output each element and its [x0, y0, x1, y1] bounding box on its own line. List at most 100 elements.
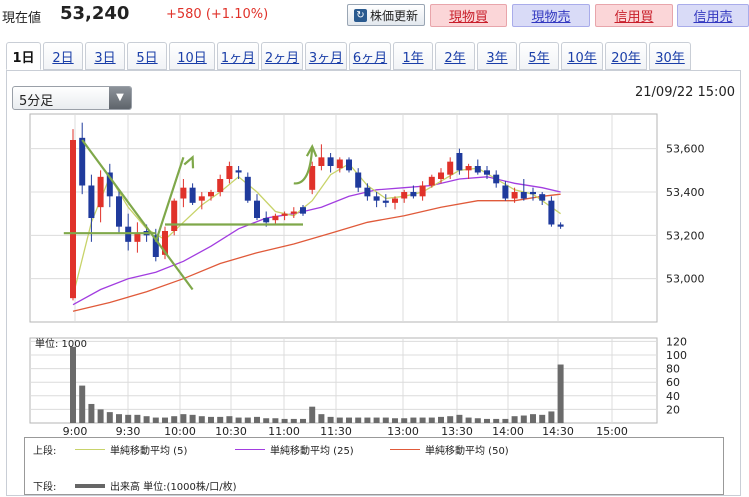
- volume-tick-label: 80: [666, 363, 680, 376]
- candle-body: [474, 166, 481, 173]
- tab-12[interactable]: 3年: [477, 42, 517, 70]
- tab-14[interactable]: 10年: [561, 42, 603, 70]
- volume-tick-label: 40: [666, 390, 680, 403]
- legend-volume-swatch: [75, 483, 105, 488]
- price-plot-frame: [29, 113, 658, 323]
- current-price-label: 現在値: [2, 11, 42, 26]
- margin-sell-button[interactable]: 信用売: [677, 4, 749, 27]
- volume-bar: [530, 414, 536, 423]
- volume-bar: [134, 414, 141, 423]
- legend-ma25-swatch: [235, 449, 265, 450]
- interval-select[interactable]: 5分足 ▼: [12, 86, 132, 110]
- dropdown-arrow-icon: ▼: [109, 87, 131, 109]
- candle-body: [162, 231, 168, 255]
- y-tick-label: 53,200: [666, 229, 705, 242]
- tab-11[interactable]: 2年: [435, 42, 475, 70]
- volume-bar: [254, 416, 260, 423]
- candle-body: [438, 172, 444, 179]
- x-tick-label: 10:30: [215, 425, 247, 438]
- candle-body: [336, 159, 343, 169]
- volume-bar: [208, 416, 214, 423]
- x-tick-label: 11:30: [320, 425, 352, 438]
- price-change: +580 (+1.10%): [166, 7, 269, 22]
- volume-tick-label: 60: [666, 376, 680, 389]
- volume-bar: [511, 416, 518, 423]
- volume-bar: [318, 414, 325, 423]
- candle-body: [198, 196, 205, 201]
- volume-bar: [116, 414, 122, 423]
- x-tick-label: 11:00: [268, 425, 300, 438]
- ma50-line: [72, 193, 561, 312]
- tab-15[interactable]: 20年: [605, 42, 647, 70]
- candle-body: [530, 192, 536, 195]
- volume-bar: [520, 415, 527, 423]
- candle-body: [373, 196, 380, 201]
- volume-bar: [456, 414, 463, 423]
- tab-8[interactable]: 3ヶ月: [305, 42, 347, 70]
- volume-bar: [263, 418, 270, 423]
- volume-bar: [428, 417, 435, 423]
- y-tick-label: 53,000: [666, 273, 705, 286]
- tab-4[interactable]: 5日: [127, 42, 167, 70]
- volume-bar: [79, 385, 86, 423]
- volume-bar: [493, 418, 500, 423]
- candle-body: [272, 215, 279, 221]
- tab-1[interactable]: 1日: [6, 42, 41, 70]
- tab-7[interactable]: 2ヶ月: [261, 42, 303, 70]
- candle-body: [116, 196, 122, 227]
- tab-5[interactable]: 10日: [169, 42, 215, 70]
- candle-body: [456, 153, 463, 171]
- candle-body: [254, 200, 260, 218]
- candle-body: [79, 137, 86, 186]
- candle-body: [548, 200, 555, 225]
- candle-body: [88, 185, 95, 218]
- candle-body: [70, 140, 76, 299]
- volume-bar: [180, 414, 187, 423]
- cash-buy-button[interactable]: 現物買: [430, 4, 507, 27]
- volume-bar: [392, 418, 398, 423]
- tab-6[interactable]: 1ヶ月: [217, 42, 259, 70]
- volume-bars: [70, 346, 564, 423]
- volume-bar: [355, 417, 362, 423]
- trend-up-line: [154, 156, 185, 243]
- candle-body: [511, 192, 518, 199]
- candle-body: [364, 187, 371, 197]
- tab-2[interactable]: 2日: [43, 42, 83, 70]
- volume-bar: [281, 418, 288, 423]
- volume-tick-label: 100: [666, 349, 687, 362]
- refresh-price-label: 株価更新: [369, 8, 418, 23]
- candle-body: [355, 172, 362, 188]
- volume-bar: [235, 417, 242, 423]
- cash-sell-button[interactable]: 現物売: [512, 4, 590, 27]
- annotations: [63, 139, 318, 291]
- volume-plot-frame: [29, 337, 658, 424]
- volume-bar: [336, 417, 343, 423]
- volume-bar: [189, 414, 196, 423]
- candle-body: [106, 172, 113, 197]
- x-tick-label: 9:30: [116, 425, 141, 438]
- tab-9[interactable]: 6ヶ月: [349, 42, 391, 70]
- candle-body: [226, 166, 233, 179]
- legend-ma50-swatch: [390, 449, 420, 450]
- volume-bar: [484, 418, 490, 423]
- volume-bar: [290, 418, 297, 423]
- tab-10[interactable]: 1年: [393, 42, 433, 70]
- x-tick-label: 15:00: [596, 425, 628, 438]
- candle-body: [539, 194, 546, 201]
- legend-volume: 出来高 単位:(1000株/口/枚): [75, 478, 237, 493]
- x-tick-label: 14:00: [492, 425, 524, 438]
- margin-buy-button[interactable]: 信用買: [595, 4, 673, 27]
- legend-ma25-label: 単純移動平均 (25): [270, 446, 354, 457]
- volume-unit-label: 単位: 1000: [35, 337, 87, 350]
- refresh-price-button[interactable]: ↻ 株価更新: [347, 4, 425, 26]
- legend-ma50-label: 単純移動平均 (50): [425, 446, 509, 457]
- volume-bar: [327, 416, 334, 423]
- tab-13[interactable]: 5年: [519, 42, 559, 70]
- candle-body: [208, 192, 214, 197]
- volume-bar: [419, 417, 426, 423]
- legend-upper-label: 上段:: [33, 446, 57, 457]
- tab-3[interactable]: 3日: [85, 42, 125, 70]
- y-tick-label: 53,400: [666, 186, 705, 199]
- volume-bar: [88, 403, 95, 423]
- tab-16[interactable]: 30年: [649, 42, 691, 70]
